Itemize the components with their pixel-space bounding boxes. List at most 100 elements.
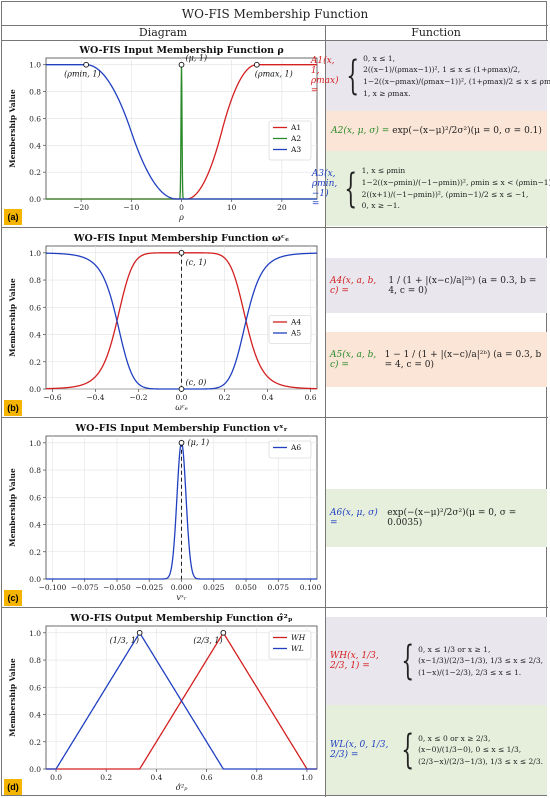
formula-wl-case-2: (x−0)/(1/3−0), 0 ≤ x ≤ 1/3, xyxy=(418,745,522,755)
chart-panel-a: WO-FIS Input Membership Function ρ 0.0 0.2… xyxy=(8,45,318,222)
legend-entry: A5 xyxy=(290,329,301,338)
chart-panel-b: WO-FIS Input Membership Function ωᶜₑ 0.0 0… xyxy=(8,233,318,412)
x-tick-label: 1.0 xyxy=(301,773,313,782)
formula-a2: A2(x, μ, σ) = exp(−(x−μ)²/2σ²)(μ = 0, σ … xyxy=(326,111,547,151)
y-tick-label: 0.2 xyxy=(29,358,41,367)
x-tick-label: 0.4 xyxy=(262,393,274,402)
x-tick-label: 0.050 xyxy=(235,583,257,592)
formula-wh-case-2: (x−1/3)/(2/3−1/3), 1/3 ≤ x ≤ 2/3, xyxy=(418,656,543,666)
y-tick-label: 1.0 xyxy=(29,439,41,448)
x-tick-label: 0.4 xyxy=(150,773,162,782)
y-tick-label: 1.0 xyxy=(29,61,41,70)
legend-box xyxy=(268,315,312,344)
x-tick-label: −20 xyxy=(73,203,89,212)
header-function: Function xyxy=(411,26,461,39)
x-tick-label: −0.100 xyxy=(39,583,67,592)
key-point-label: (1/3, 1) xyxy=(110,636,139,645)
row-divider-1 xyxy=(2,227,548,228)
legend-entry: A4 xyxy=(290,318,301,327)
legend-entry: A2 xyxy=(290,134,301,143)
formula-a1-case-2: 2((x−1)/(ρmax−1))², 1 ≤ x ≤ (1+ρmax)/2, xyxy=(363,65,521,75)
x-tick-label: 0.0 xyxy=(176,393,188,402)
x-tick-label: −0.050 xyxy=(103,583,131,592)
legend-box xyxy=(268,440,312,459)
x-tick-label: 0.6 xyxy=(201,773,213,782)
formula-a5: A5(x, a, b, c) = 1 − 1 / (1 + |(x−c)/a|²… xyxy=(326,332,547,387)
formula-a3: A3(x, ρmin, −1) = { 1, x ≤ ρmin 1−2((x−ρ… xyxy=(312,151,550,226)
y-tick-label: 1.0 xyxy=(29,629,41,638)
x-axis-label: σ̂²ₚ xyxy=(176,783,189,792)
y-tick-label: 0.8 xyxy=(29,88,41,97)
y-tick-label: 0.6 xyxy=(29,114,41,123)
x-tick-label: −0.025 xyxy=(135,583,163,592)
x-tick-label: 0.2 xyxy=(100,773,112,782)
y-tick-label: 0.0 xyxy=(29,195,41,204)
formula-a5-expr: 1 − 1 / (1 + |(x−c)/a|²ᵇ) (a = 0.3, b = … xyxy=(384,349,542,370)
y-tick-label: 1.0 xyxy=(29,249,41,258)
chart-title: WO-FIS Input Membership Function ρ xyxy=(78,45,283,56)
x-axis-label: ρ xyxy=(178,213,184,222)
formula-a4: A4(x, a, b, c) = 1 / (1 + |(x−c)/a|²ᵇ) (… xyxy=(326,258,547,313)
formula-a1: A1(x, 1, ρmax) = { 0, x ≤ 1, 2((x−1)/(ρm… xyxy=(311,41,550,111)
chart-title: WO-FIS Input Membership Function ωᶜₑ xyxy=(73,233,289,244)
legend-entry: A3 xyxy=(290,145,301,154)
x-tick-label: 0.025 xyxy=(203,583,225,592)
x-axis-label: vˣᵣ xyxy=(176,593,186,602)
header-row: Diagram Function xyxy=(2,25,548,41)
formula-a6-expr: exp(−(x−μ)²/2σ²)(μ = 0, σ = 0.0035) xyxy=(387,508,517,528)
key-point-marker xyxy=(178,386,185,392)
x-tick-label: −10 xyxy=(123,203,139,212)
key-point-label: (c, 0) xyxy=(186,378,207,387)
legend-box xyxy=(268,120,312,161)
x-tick-label: 10 xyxy=(227,203,237,212)
y-tick-label: 0.8 xyxy=(29,656,41,665)
formula-wl-case-3: (2/3−x)/(2/3−1/3), 1/3 ≤ x ≤ 2/3. xyxy=(418,756,543,766)
formula-wh-name: WH(x, 1/3, 2/3, 1) = xyxy=(330,651,379,671)
panel-label-d: (d) xyxy=(4,779,22,795)
legend-entry: A1 xyxy=(290,123,301,132)
x-tick-label: −0.075 xyxy=(71,583,99,592)
y-tick-label: 0.8 xyxy=(29,276,41,285)
chart-title: WO-FIS Input Membership Function vˣᵣ xyxy=(75,423,288,434)
x-tick-label: −0.6 xyxy=(43,393,61,402)
x-tick-label: 20 xyxy=(277,203,287,212)
y-tick-label: 0.4 xyxy=(29,711,41,720)
y-tick-label: 0.4 xyxy=(29,521,41,530)
header-diagram: Diagram xyxy=(138,26,188,39)
formula-a6-name: A6(x, μ, σ) = xyxy=(330,508,378,528)
key-point-marker xyxy=(178,249,185,256)
chart-panel-c: WO-FIS Input Membership Function vˣᵣ0.00… xyxy=(8,423,322,602)
key-point-label: (μ, 1) xyxy=(188,438,210,447)
key-point-marker xyxy=(220,629,227,636)
key-point-marker xyxy=(178,61,185,68)
x-tick-label: 0 xyxy=(179,203,184,212)
key-point-marker xyxy=(253,61,260,68)
key-point-label: (ρmin, 1) xyxy=(64,70,100,79)
formula-wl-name: WL(x, 0, 1/3, 2/3) = xyxy=(330,740,389,760)
y-tick-label: 0.2 xyxy=(29,548,41,557)
formula-wl-case-1: 0, x ≤ 0 or x ≥ 2/3, xyxy=(418,733,491,743)
y-tick-label: 0.2 xyxy=(29,738,41,747)
series-line-wl xyxy=(46,631,317,770)
y-tick-label: 0.6 xyxy=(29,493,41,502)
legend-entry: A6 xyxy=(290,443,301,452)
panel-label-a: (a) xyxy=(4,209,22,225)
formula-a4-name: A4(x, a, b, c) = xyxy=(330,275,377,296)
figure-title: WO-FIS Membership Function xyxy=(2,2,548,26)
y-tick-label: 0.4 xyxy=(29,141,41,150)
formula-wh-case-1: 0, x ≤ 1/3 or x ≥ 1, xyxy=(418,644,491,654)
x-tick-label: 0.0 xyxy=(50,773,62,782)
chart-title: WO-FIS Output Membership Function σ̂²ₚ xyxy=(69,613,292,624)
formula-a3-case-3: 2((x+1)/(−1−ρmin))², (ρmin−1)/2 ≤ x ≤ −1… xyxy=(361,189,529,199)
formula-a1-name: A1(x, 1, ρmax) = xyxy=(310,56,339,96)
y-tick-label: 0.0 xyxy=(29,765,41,774)
x-tick-label: 0.6 xyxy=(305,393,317,402)
x-tick-label: 0.100 xyxy=(300,583,322,592)
row-divider-2 xyxy=(2,417,548,418)
x-tick-label: −0.4 xyxy=(86,393,104,402)
series-line-a3 xyxy=(46,64,317,200)
panel-label-c: (c) xyxy=(4,590,22,606)
formula-a3-name: A3(x, ρmin, −1) = xyxy=(311,168,338,209)
y-tick-label: 0.4 xyxy=(29,331,41,340)
legend-entry: WH xyxy=(291,633,306,642)
